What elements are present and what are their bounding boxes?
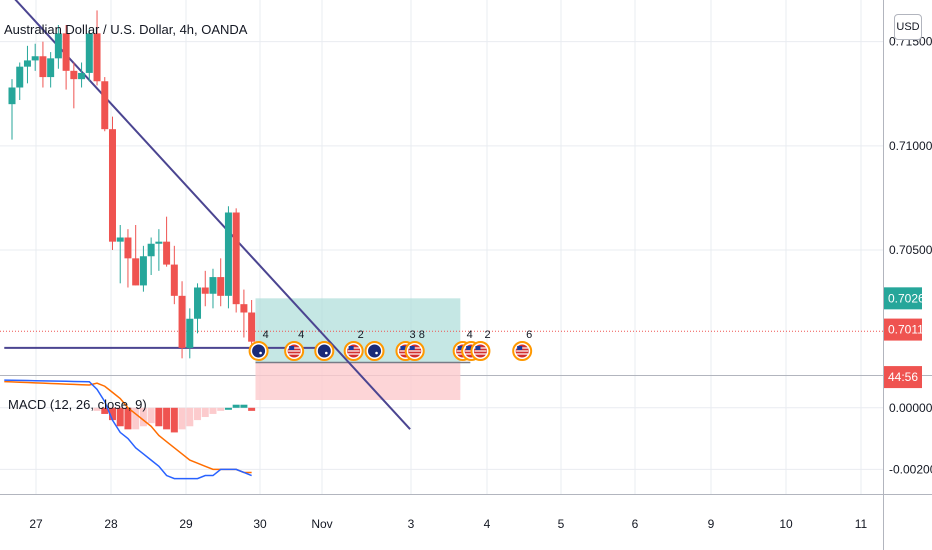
macd-histogram-bar [201,407,209,418]
time-tick-label: 29 [179,517,193,531]
candle-body [132,258,140,286]
macd-histogram-bar [124,407,132,430]
time-tick-label: 11 [855,517,868,531]
price-badge-label: 0.70268 [888,291,932,305]
price-badge-label: 44:56 [888,370,918,384]
price-tick-label: 0.70500 [889,243,932,257]
time-tick-label: 6 [632,517,639,531]
candle-body [217,277,225,296]
candle-body [163,241,171,265]
time-tick-label: 3 [408,517,415,531]
candle-body [248,312,256,342]
candle-body [201,287,209,294]
candle-body [232,212,240,305]
trendline [14,0,411,430]
event-marker-us-flag-icon: 2 [343,329,364,361]
candle-body [8,87,16,105]
macd-histogram-bar [101,407,109,414]
event-marker-us-flag-icon: 4 [284,329,304,361]
currency-scale-button[interactable]: USD [894,14,922,40]
macd-histogram-bar [93,407,101,411]
price-tick-label: 0.71000 [889,139,932,153]
candle-body [155,241,163,244]
time-tick-label: 4 [484,517,491,531]
event-marker-au-flag-icon [364,341,385,361]
time-tick-label: Nov [311,517,332,531]
candle-body [93,33,101,82]
macd-line [4,379,252,480]
macd-histogram-bar [147,407,155,424]
price-badge-bg [884,318,922,341]
position-loss-zone [255,362,461,400]
macd-tick-label: -0.00200 [889,462,932,476]
macd-histogram-bar [240,404,248,408]
macd-signal-line [4,380,252,474]
candle-body [108,129,116,242]
chart-legend-title: Australian Dollar / U.S. Dollar, 4h, OAN… [4,22,248,37]
event-count-label: 2 [358,329,364,341]
time-tick-label: 28 [104,517,118,531]
macd-histogram-bar [108,407,116,421]
candle-body [116,237,124,242]
candle-body [39,56,47,78]
price-badge-bg [884,366,922,389]
event-marker-us-flag-icon: 8 [404,329,425,361]
event-count-label: 6 [526,329,532,341]
macd-histogram-bar [170,407,178,433]
macd-histogram-bar [224,407,232,410]
event-count-label: 2 [484,329,490,341]
macd-histogram-bar [116,407,124,427]
macd-histogram-bar [155,407,163,427]
candle-body [78,72,86,80]
event-marker-us-flag-icon: 2 [470,329,491,361]
macd-histogram-bar [248,407,256,411]
macd-histogram-bar [194,407,202,421]
time-tick-label: 27 [29,517,43,531]
candle-body [124,237,132,259]
time-tick-label: 10 [779,517,793,531]
price-badge-bg [884,287,922,310]
time-tick-label: 5 [558,517,565,531]
candle-body [54,33,62,59]
candle-body [23,60,31,67]
macd-tick-label: 0.00000 [889,401,932,415]
candle-body [85,33,93,73]
candle-body [47,58,55,78]
candle-body [31,56,39,61]
event-count-label: 3 [409,329,415,341]
candle-body [224,212,232,296]
macd-histogram-bar [132,407,140,430]
time-tick-label: 9 [708,517,715,531]
candle-body [194,287,202,319]
macd-histogram-bar [209,407,217,414]
macd-histogram-bar [186,407,194,427]
event-marker-au-flag-icon: 4 [248,329,269,361]
candle-body [101,81,109,130]
event-count-label: 4 [263,329,269,341]
candle-body [16,66,24,88]
candle-body [147,243,155,257]
macd-legend-label: MACD (12, 26, close, 9) [8,397,147,412]
macd-histogram-bar [178,407,186,430]
candle-body [178,295,186,348]
candle-body [240,304,248,313]
candle-body [139,256,147,286]
macd-histogram-bar [139,407,147,427]
time-tick-label: 30 [253,517,267,531]
event-marker-au-flag-icon [314,341,335,361]
candle-body [70,70,78,80]
candle-body [186,318,194,348]
candle-body [62,33,70,71]
candle-body [209,277,217,294]
event-marker-us-flag-icon: 6 [512,329,532,361]
macd-histogram-bar [232,404,240,408]
event-count-label: 4 [298,329,304,341]
macd-histogram-bar [217,407,225,411]
candle-body [170,264,178,296]
event-count-label: 8 [419,329,425,341]
event-count-label: 4 [467,329,473,341]
price-badge-label: 0.70118 [888,323,931,337]
macd-histogram-bar [163,407,171,430]
